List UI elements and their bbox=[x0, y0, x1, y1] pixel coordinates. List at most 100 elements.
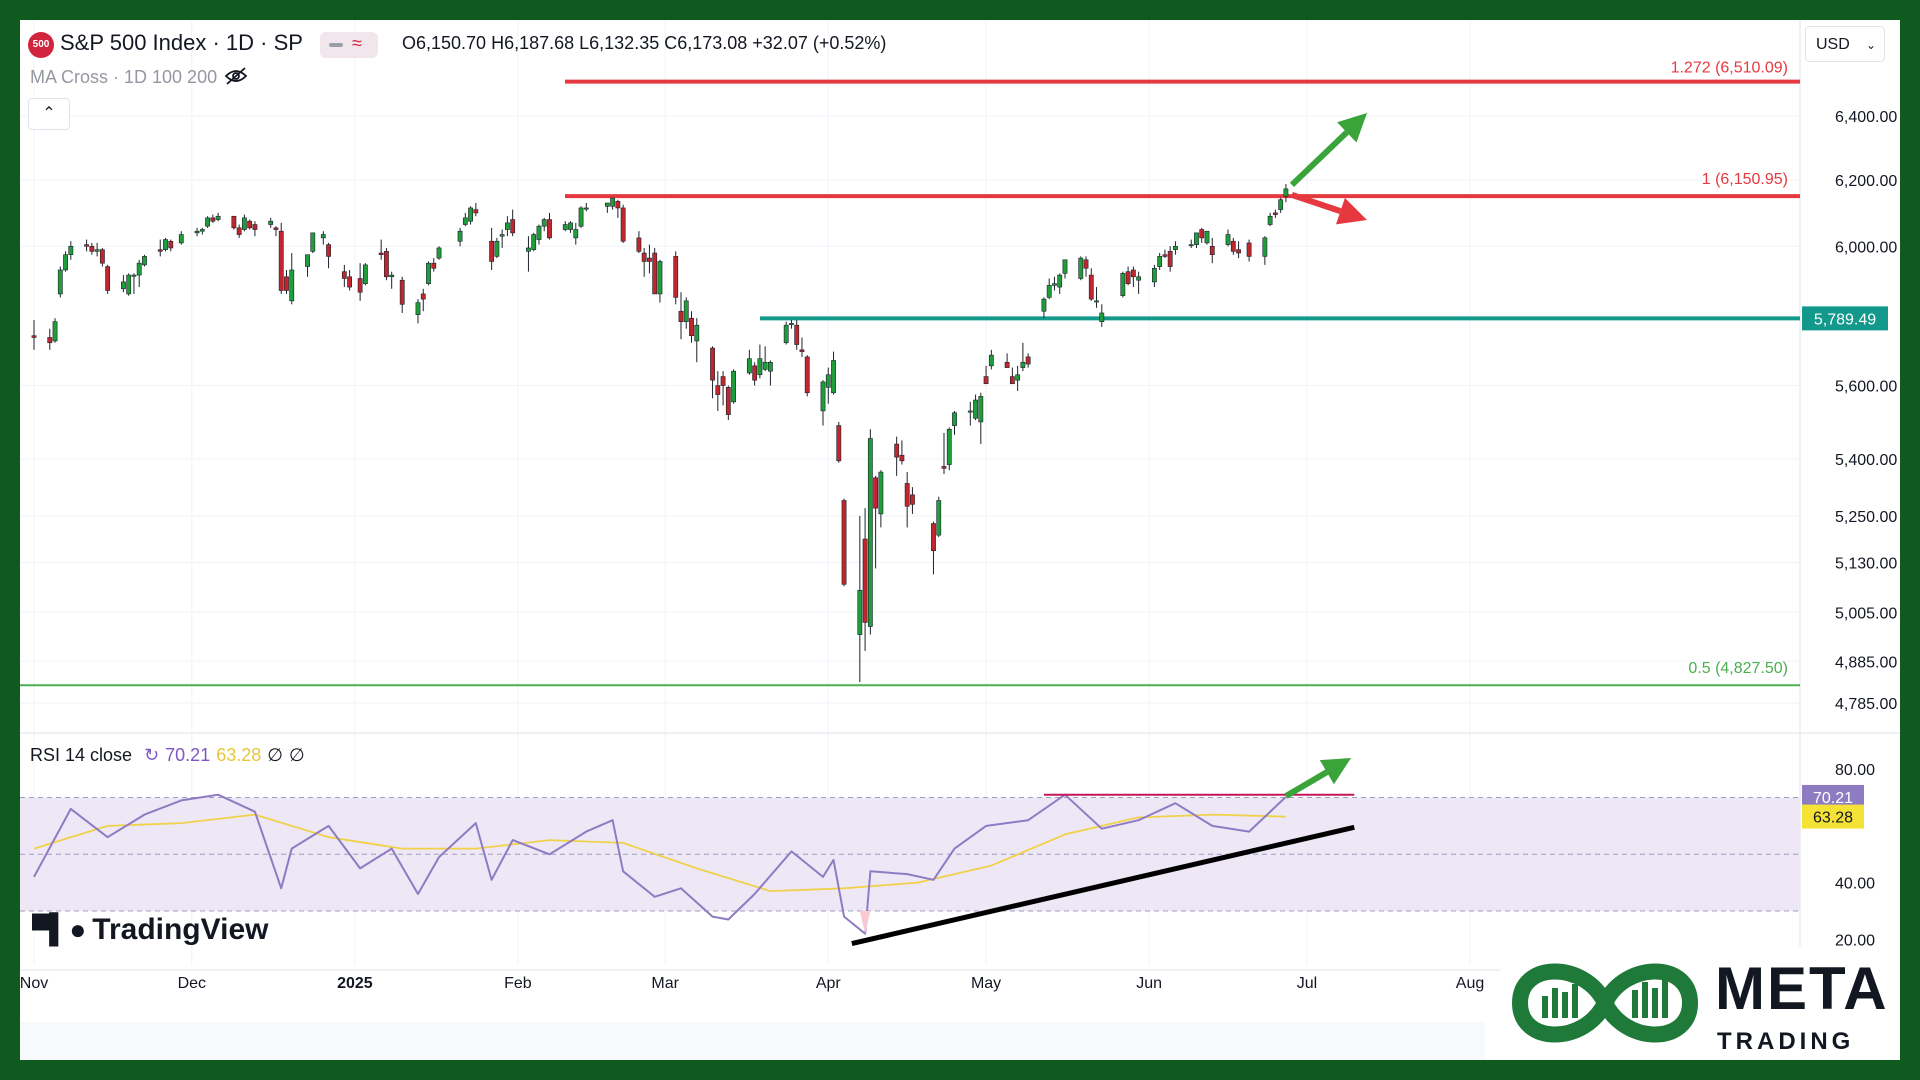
candle-down[interactable] bbox=[941, 466, 947, 469]
candle-up[interactable] bbox=[468, 207, 473, 222]
candle-up[interactable] bbox=[820, 381, 826, 412]
candle-down[interactable] bbox=[1130, 269, 1136, 278]
candle-up[interactable] bbox=[604, 202, 610, 207]
candle-up[interactable] bbox=[1136, 276, 1142, 281]
candle-down[interactable] bbox=[1088, 274, 1094, 300]
candle-down[interactable] bbox=[236, 227, 242, 235]
candle-up[interactable] bbox=[1015, 374, 1021, 381]
candle-up[interactable] bbox=[362, 264, 368, 284]
candle-up[interactable] bbox=[1225, 234, 1231, 245]
candle-up[interactable] bbox=[215, 215, 221, 220]
candle-up[interactable] bbox=[57, 269, 63, 295]
candle-up[interactable] bbox=[415, 302, 421, 316]
candle-down[interactable] bbox=[1272, 212, 1278, 215]
candle-up[interactable] bbox=[610, 197, 616, 207]
candle-up[interactable] bbox=[426, 262, 431, 284]
candle-down[interactable] bbox=[1004, 361, 1010, 368]
candle-up[interactable] bbox=[505, 222, 510, 230]
candle-down[interactable] bbox=[678, 310, 684, 322]
candle-up[interactable] bbox=[163, 239, 168, 250]
candle-up[interactable] bbox=[825, 374, 831, 388]
eye-hidden-icon[interactable] bbox=[224, 66, 248, 91]
candle-down[interactable] bbox=[273, 227, 279, 230]
candle-up[interactable] bbox=[1278, 199, 1284, 210]
candle-up[interactable] bbox=[536, 225, 542, 240]
candle-up[interactable] bbox=[310, 232, 316, 252]
candle-down[interactable] bbox=[1162, 254, 1168, 257]
candle-up[interactable] bbox=[694, 324, 700, 342]
candle-up[interactable] bbox=[1099, 312, 1105, 322]
candle-up[interactable] bbox=[946, 428, 952, 465]
candle-down[interactable] bbox=[210, 217, 216, 222]
candle-up[interactable] bbox=[878, 471, 884, 515]
candle-up[interactable] bbox=[178, 234, 184, 244]
candle-down[interactable] bbox=[284, 276, 289, 291]
candle-up[interactable] bbox=[762, 361, 768, 370]
candle-down[interactable] bbox=[836, 425, 842, 462]
candle-up[interactable] bbox=[205, 217, 210, 227]
candle-up[interactable] bbox=[789, 323, 794, 325]
candle-down[interactable] bbox=[1009, 376, 1015, 385]
candle-up[interactable] bbox=[731, 370, 736, 403]
candle-up[interactable] bbox=[1194, 232, 1199, 245]
candle-down[interactable] bbox=[547, 219, 552, 239]
candle-down[interactable] bbox=[710, 347, 715, 381]
candle-up[interactable] bbox=[136, 262, 142, 276]
candle-up[interactable] bbox=[494, 240, 500, 257]
candle-down[interactable] bbox=[1167, 251, 1173, 267]
candle-down[interactable] bbox=[720, 376, 726, 386]
candle-down[interactable] bbox=[1083, 259, 1089, 269]
candle-down[interactable] bbox=[873, 477, 879, 509]
candle-up[interactable] bbox=[657, 261, 663, 295]
candle-down[interactable] bbox=[1246, 242, 1252, 257]
candle-up[interactable] bbox=[562, 224, 568, 230]
candle-down[interactable] bbox=[1125, 271, 1131, 284]
candle-down[interactable] bbox=[910, 494, 915, 505]
candle-down[interactable] bbox=[47, 337, 53, 344]
rsi-header[interactable]: RSI 14 close ↻ 70.21 63.28 ∅ ∅ bbox=[30, 745, 305, 766]
candle-up[interactable] bbox=[1267, 215, 1273, 225]
candle-down[interactable] bbox=[105, 266, 111, 291]
candle-up[interactable] bbox=[68, 245, 74, 256]
candle-down[interactable] bbox=[31, 335, 37, 338]
candle-down[interactable] bbox=[904, 483, 910, 507]
candle-down[interactable] bbox=[357, 278, 363, 293]
candle-up[interactable] bbox=[1157, 256, 1163, 267]
candle-up[interactable] bbox=[1188, 244, 1194, 247]
candle-up[interactable] bbox=[936, 500, 942, 536]
candle-down[interactable] bbox=[84, 244, 90, 247]
candle-up[interactable] bbox=[142, 256, 147, 266]
candle-down[interactable] bbox=[89, 245, 95, 252]
candle-down[interactable] bbox=[168, 240, 174, 249]
chart-style-pill[interactable]: ≈ bbox=[320, 32, 378, 58]
candle-up[interactable] bbox=[436, 247, 442, 259]
collapse-button[interactable]: ⌃ bbox=[28, 98, 70, 130]
candle-down[interactable] bbox=[231, 215, 237, 229]
candle-up[interactable] bbox=[1062, 259, 1068, 274]
candle-up[interactable] bbox=[746, 358, 752, 374]
candle-up[interactable] bbox=[988, 354, 994, 367]
candle-up[interactable] bbox=[462, 217, 468, 225]
candle-up[interactable] bbox=[573, 229, 579, 239]
candle-down[interactable] bbox=[252, 224, 258, 230]
candle-up[interactable] bbox=[63, 254, 68, 271]
candle-down[interactable] bbox=[247, 220, 253, 229]
candle-up[interactable] bbox=[1046, 285, 1052, 298]
candle-down[interactable] bbox=[725, 387, 731, 415]
candle-up[interactable] bbox=[952, 412, 957, 426]
candle-up[interactable] bbox=[578, 207, 584, 227]
rsi-ma-line[interactable] bbox=[33, 813, 1286, 892]
candle-down[interactable] bbox=[931, 523, 936, 552]
candle-up[interactable] bbox=[242, 217, 247, 230]
candle-up[interactable] bbox=[1078, 257, 1084, 279]
candle-down[interactable] bbox=[99, 249, 105, 264]
candle-down[interactable] bbox=[378, 252, 384, 256]
candle-up[interactable] bbox=[94, 249, 100, 252]
candle-down[interactable] bbox=[1025, 356, 1031, 365]
candle-down[interactable] bbox=[647, 257, 652, 262]
candle-up[interactable] bbox=[194, 230, 200, 234]
candle-up[interactable] bbox=[1057, 274, 1063, 288]
chart-svg[interactable]: 6,400.00 6,200.00 6,000.00 5,600.00 5,400.00… bbox=[20, 20, 1900, 1060]
candle-down[interactable] bbox=[347, 276, 353, 288]
candle-up[interactable] bbox=[526, 247, 531, 252]
